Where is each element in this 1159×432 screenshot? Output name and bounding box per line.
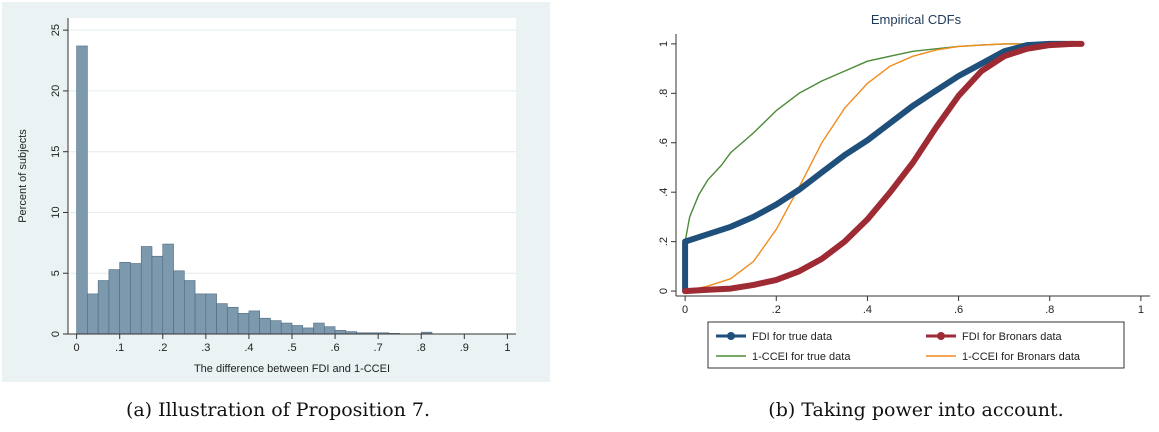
histogram-bar — [194, 293, 207, 335]
cdf-y-tick-label: 0 — [658, 288, 670, 294]
histogram-bar — [291, 325, 304, 335]
legend-label-ccei-bronars: 1-CCEI for Bronars data — [962, 351, 1081, 363]
cdf-y-tick-label: .4 — [658, 188, 670, 197]
histogram-x-tick-label: .3 — [201, 342, 210, 354]
histogram-y-tick-label: 10 — [50, 206, 62, 218]
histogram-x-tick-label: 0 — [74, 342, 80, 354]
histogram-bar — [151, 255, 164, 335]
histogram-y-axis-label: Percent of subjects — [17, 129, 29, 223]
histogram-bar — [259, 317, 271, 335]
cdf-x-tick-label: .8 — [1045, 304, 1054, 316]
histogram-bar — [270, 320, 282, 335]
histogram-x-tick-label: .2 — [158, 342, 167, 354]
histogram-x-tick-label: .4 — [244, 342, 253, 354]
histogram-x-tick-label: .6 — [330, 342, 339, 354]
histogram-y-tick-label: 5 — [50, 270, 62, 276]
cdf-x-tick-label: .2 — [772, 304, 781, 316]
histogram-x-tick-label: .5 — [287, 342, 296, 354]
histogram-bar — [324, 326, 336, 335]
legend-label-ccei-true: 1-CCEI for true data — [752, 351, 851, 363]
legend-label-fdi-bronars: FDI for Bronars data — [962, 331, 1063, 343]
cdf-series-line — [684, 43, 1074, 292]
cdf-series-line — [682, 40, 1076, 295]
histogram-x-tick-label: 1 — [504, 342, 510, 354]
histogram-y-ticks: 0 5 10 15 20 25 — [50, 24, 68, 337]
histogram-bar — [87, 293, 99, 335]
cdf-x-tick-label: .6 — [954, 304, 963, 316]
histogram-x-tick-label: .9 — [460, 342, 469, 354]
histogram-bar — [97, 280, 110, 335]
cdf-title: Empirical CDFs — [871, 12, 962, 27]
histogram-x-tick-label: .7 — [374, 342, 383, 354]
cdf-series-lines — [682, 40, 1085, 295]
legend-marker-fdi-true — [727, 332, 735, 340]
cdf-x-tick-label: .4 — [863, 304, 872, 316]
histogram-x-axis-label: The difference between FDI and 1-CCEI — [194, 363, 390, 375]
cdf-legend: FDI for true data FDI for Bronars data 1… — [707, 321, 1125, 369]
histogram-y-tick-label: 0 — [50, 331, 62, 337]
cdf-y-tick-label: 1 — [658, 41, 670, 47]
cdf-x-tick-label: 1 — [1138, 304, 1144, 316]
legend-marker-fdi-bronars — [937, 332, 945, 340]
cdf-series-line — [682, 40, 1085, 295]
histogram-bar — [173, 270, 185, 335]
histogram-panel: 0 .1 .2 .3 .4 .5 .6 .7 .8 .9 1 0 5 10 15 20 25 The diff… — [2, 2, 550, 382]
cdf-y-ticks: 0 .2 .4 .6 .8 1 — [658, 41, 676, 294]
histogram-x-tick-label: .1 — [115, 342, 124, 354]
cdf-x-ticks: 0 .2 .4 .6 .8 1 — [682, 296, 1144, 316]
histogram-bar — [280, 322, 293, 335]
histogram-bar — [108, 269, 120, 335]
histogram-bar — [184, 280, 196, 335]
histogram-bar — [140, 246, 153, 335]
histogram-y-tick-label: 25 — [50, 24, 62, 36]
histogram-bar — [302, 327, 314, 335]
cdf-caption: (b) Taking power into account. — [768, 399, 1063, 421]
histogram-bar — [334, 330, 347, 335]
histogram-y-tick-label: 20 — [50, 85, 62, 97]
cdf-y-tick-label: .8 — [658, 89, 670, 98]
histogram-bar — [76, 45, 88, 335]
histogram-bar — [205, 293, 217, 335]
histogram-x-ticks: 0 .1 .2 .3 .4 .5 .6 .7 .8 .9 1 — [74, 334, 510, 354]
histogram-bar — [119, 261, 131, 335]
histogram-x-tick-label: .8 — [417, 342, 426, 354]
histogram-bar — [248, 310, 260, 335]
histogram-bar — [216, 303, 228, 335]
cdf-y-tick-label: .6 — [658, 138, 670, 147]
histogram-bar — [237, 313, 250, 335]
histogram-y-tick-label: 15 — [50, 146, 62, 158]
histogram-bar — [130, 263, 142, 335]
cdf-legend-box — [707, 321, 1125, 369]
legend-label-fdi-true: FDI for true data — [752, 331, 833, 343]
histogram-bar — [162, 243, 174, 335]
cdf-y-tick-label: .2 — [658, 237, 670, 246]
cdf-x-tick-label: 0 — [682, 304, 688, 316]
histogram-bar — [227, 306, 239, 335]
histogram-caption: (a) Illustration of Proposition 7. — [126, 399, 430, 421]
histogram-bar — [313, 322, 325, 335]
cdf-panel: Empirical CDFs 0 .2 .4 .6 .8 1 0 .2 .4 .6 .8 1 FDI… — [630, 2, 1157, 382]
